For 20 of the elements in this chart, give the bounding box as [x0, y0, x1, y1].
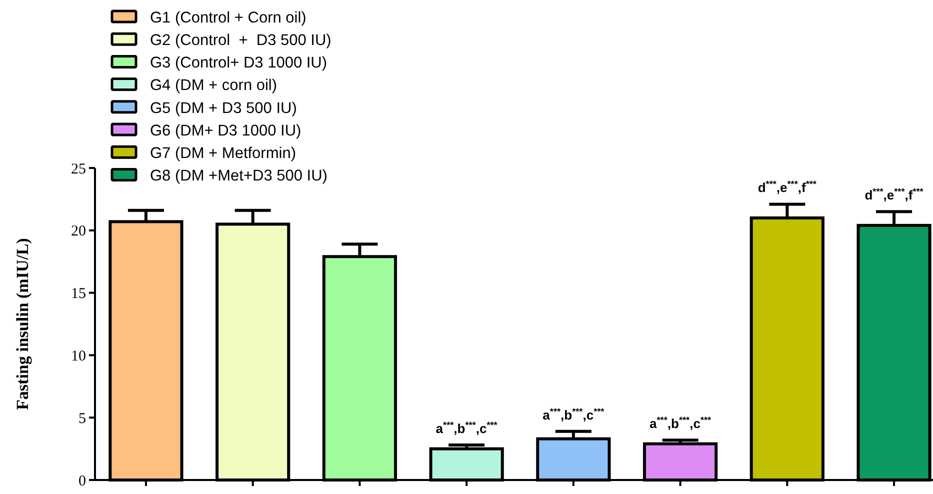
y-tick-label: 0	[78, 473, 86, 490]
legend-label: G3 (Control+ D3 1000 IU)	[150, 54, 328, 72]
y-tick-label: 25	[71, 161, 86, 178]
y-tick-label: 15	[71, 286, 86, 302]
annotation: d$^{***}$,e$^{***}$,f$^{***}$	[864, 186, 924, 203]
legend-label: G2 (Control + D3 500 IU)	[150, 32, 332, 50]
y-tick-label: 20	[71, 224, 86, 240]
legend-label: G4 (DM + corn oil)	[150, 77, 278, 94]
legend-label: G7 (DM + Metformin)	[150, 145, 296, 162]
y-tick-label: 5	[78, 410, 86, 427]
legend-label: G8 (DM +Met+D3 500 IU)	[150, 168, 328, 185]
y-tick-label: 10	[71, 348, 86, 364]
annotation: a$^{***}$,b$^{***}$,c$^{***}$	[436, 420, 498, 436]
annotation: a$^{***}$,b$^{***}$,c$^{***}$	[542, 406, 605, 422]
y-axis-title: Fasting insulin (mIU/L)	[13, 238, 32, 410]
annotation: a$^{***}$,b$^{***}$,c$^{***}$	[650, 415, 712, 432]
annotation: d$^{***}$,e$^{***}$,f$^{***}$	[758, 179, 817, 196]
legend-label: G6 (DM+ D3 1000 IU)	[150, 122, 302, 140]
legend-label: G1 (Control + Corn oil)	[150, 9, 306, 26]
legend-label: G5 (DM + D3 500 IU)	[150, 100, 297, 117]
